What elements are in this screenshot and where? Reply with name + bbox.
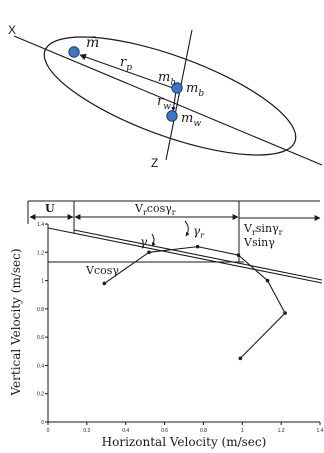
y-tick-label: 0.6: [37, 335, 44, 341]
x-tick-label: 1.2: [278, 428, 285, 434]
gamma-r-sub: r: [200, 231, 205, 240]
label-rw-sub: w: [163, 102, 171, 112]
gamma-arc: [151, 233, 156, 247]
label-vcos: Vcosγ: [85, 264, 119, 277]
x-tick-label: 0.8: [200, 428, 207, 434]
mass-mbar-marker: [68, 46, 80, 58]
resultant-velocity-line: [47, 227, 323, 284]
x-axis-line: [13, 35, 323, 166]
mass-mw-marker: [166, 110, 178, 122]
label-gamma: γ: [140, 235, 148, 249]
label-rp-main: r: [120, 55, 127, 70]
z-axis-label: Z: [151, 156, 158, 170]
x-tick-label: 0: [47, 428, 50, 434]
label-gamma-r: γr: [193, 224, 205, 240]
data-point: [236, 253, 241, 257]
y-tick-label: 1: [41, 279, 44, 285]
label-vr-sin: Vrsinγr: [243, 222, 283, 237]
y-tick-label: 0.8: [37, 307, 44, 313]
y-tick-label: 1.2: [37, 250, 44, 256]
data-point: [265, 278, 270, 283]
gamma-r-arc: [184, 220, 190, 237]
x-axis-title: Horizontal Velocity (m/sec): [102, 435, 267, 449]
x-tick-label: 0.6: [161, 428, 168, 434]
label-rp: rp: [120, 55, 132, 73]
vr-sin-main: V: [243, 222, 253, 235]
y-tick-label: 1.4: [37, 222, 44, 228]
relative-velocity-line: [73, 229, 323, 281]
label-mb: mb: [186, 81, 204, 99]
x-axis-label: X: [8, 23, 16, 37]
label-mw-main: m: [181, 111, 193, 126]
label-mw-sub: w: [193, 119, 201, 129]
label-vsin: Vsinγ: [243, 236, 275, 249]
rw-arrow: [171, 90, 177, 112]
x-tick-label: 1: [241, 428, 244, 434]
vr-cos-mid: cosγ: [147, 202, 172, 215]
x-tick-label: 1.4: [317, 428, 324, 434]
data-point: [195, 244, 200, 249]
data-point: [238, 356, 243, 361]
glider-body-ellipse: [43, 36, 297, 156]
label-rw: rw: [157, 94, 171, 112]
y-tick-label: 0.4: [37, 363, 44, 369]
y-tick-label: 0.2: [37, 392, 44, 398]
data-point: [283, 311, 287, 315]
vr-cos-main: V: [134, 202, 144, 215]
label-mw: mw: [181, 111, 201, 129]
tick-layer: 0 0.2 0.4 0.6 0.8 1 1.2 1.4 0 0.2 0.4 0.6 0.8 1 1.2 1.4: [37, 222, 324, 434]
y-axis-title: Vertical Velocity (m/sec): [9, 248, 23, 396]
body-diagram: X Z m̄ rp mh mb rw mw: [8, 23, 323, 170]
data-point: [102, 281, 107, 286]
y-tick-label: 0: [41, 420, 44, 426]
x-tick-label: 0.2: [83, 428, 90, 434]
vr-sin-sub2: r: [279, 228, 283, 237]
label-vr-cos: Vrcosγr: [134, 202, 176, 217]
gamma-r-main: γ: [193, 224, 201, 238]
label-mh-sub: h: [170, 78, 176, 88]
vr-cos-sub1: r: [143, 208, 147, 217]
velocity-chart: U Vrcosγr Vrsinγr Vsinγ Vcosγ γ γr Horiz…: [9, 200, 324, 449]
label-rp-sub: p: [126, 63, 132, 73]
vr-sin-sub1: r: [252, 228, 256, 237]
x-tick-label: 0.4: [122, 428, 129, 434]
label-mh-main: m: [158, 70, 170, 85]
series-layer: [102, 244, 287, 361]
velocity-series-line: [104, 246, 286, 359]
label-u: U: [45, 202, 55, 215]
label-mb-sub: b: [198, 89, 204, 99]
label-rw-main: r: [157, 94, 164, 109]
label-mbar: m̄: [86, 35, 99, 51]
rp-arrow: [79, 53, 174, 89]
label-mb-main: m: [186, 81, 198, 96]
mass-mb-marker: [171, 82, 183, 94]
z-axis-line: [165, 29, 193, 161]
vr-cos-sub2: r: [172, 208, 176, 217]
data-point: [147, 250, 151, 255]
label-mh: mh: [158, 70, 176, 88]
vr-sin-mid: sinγ: [256, 222, 279, 235]
